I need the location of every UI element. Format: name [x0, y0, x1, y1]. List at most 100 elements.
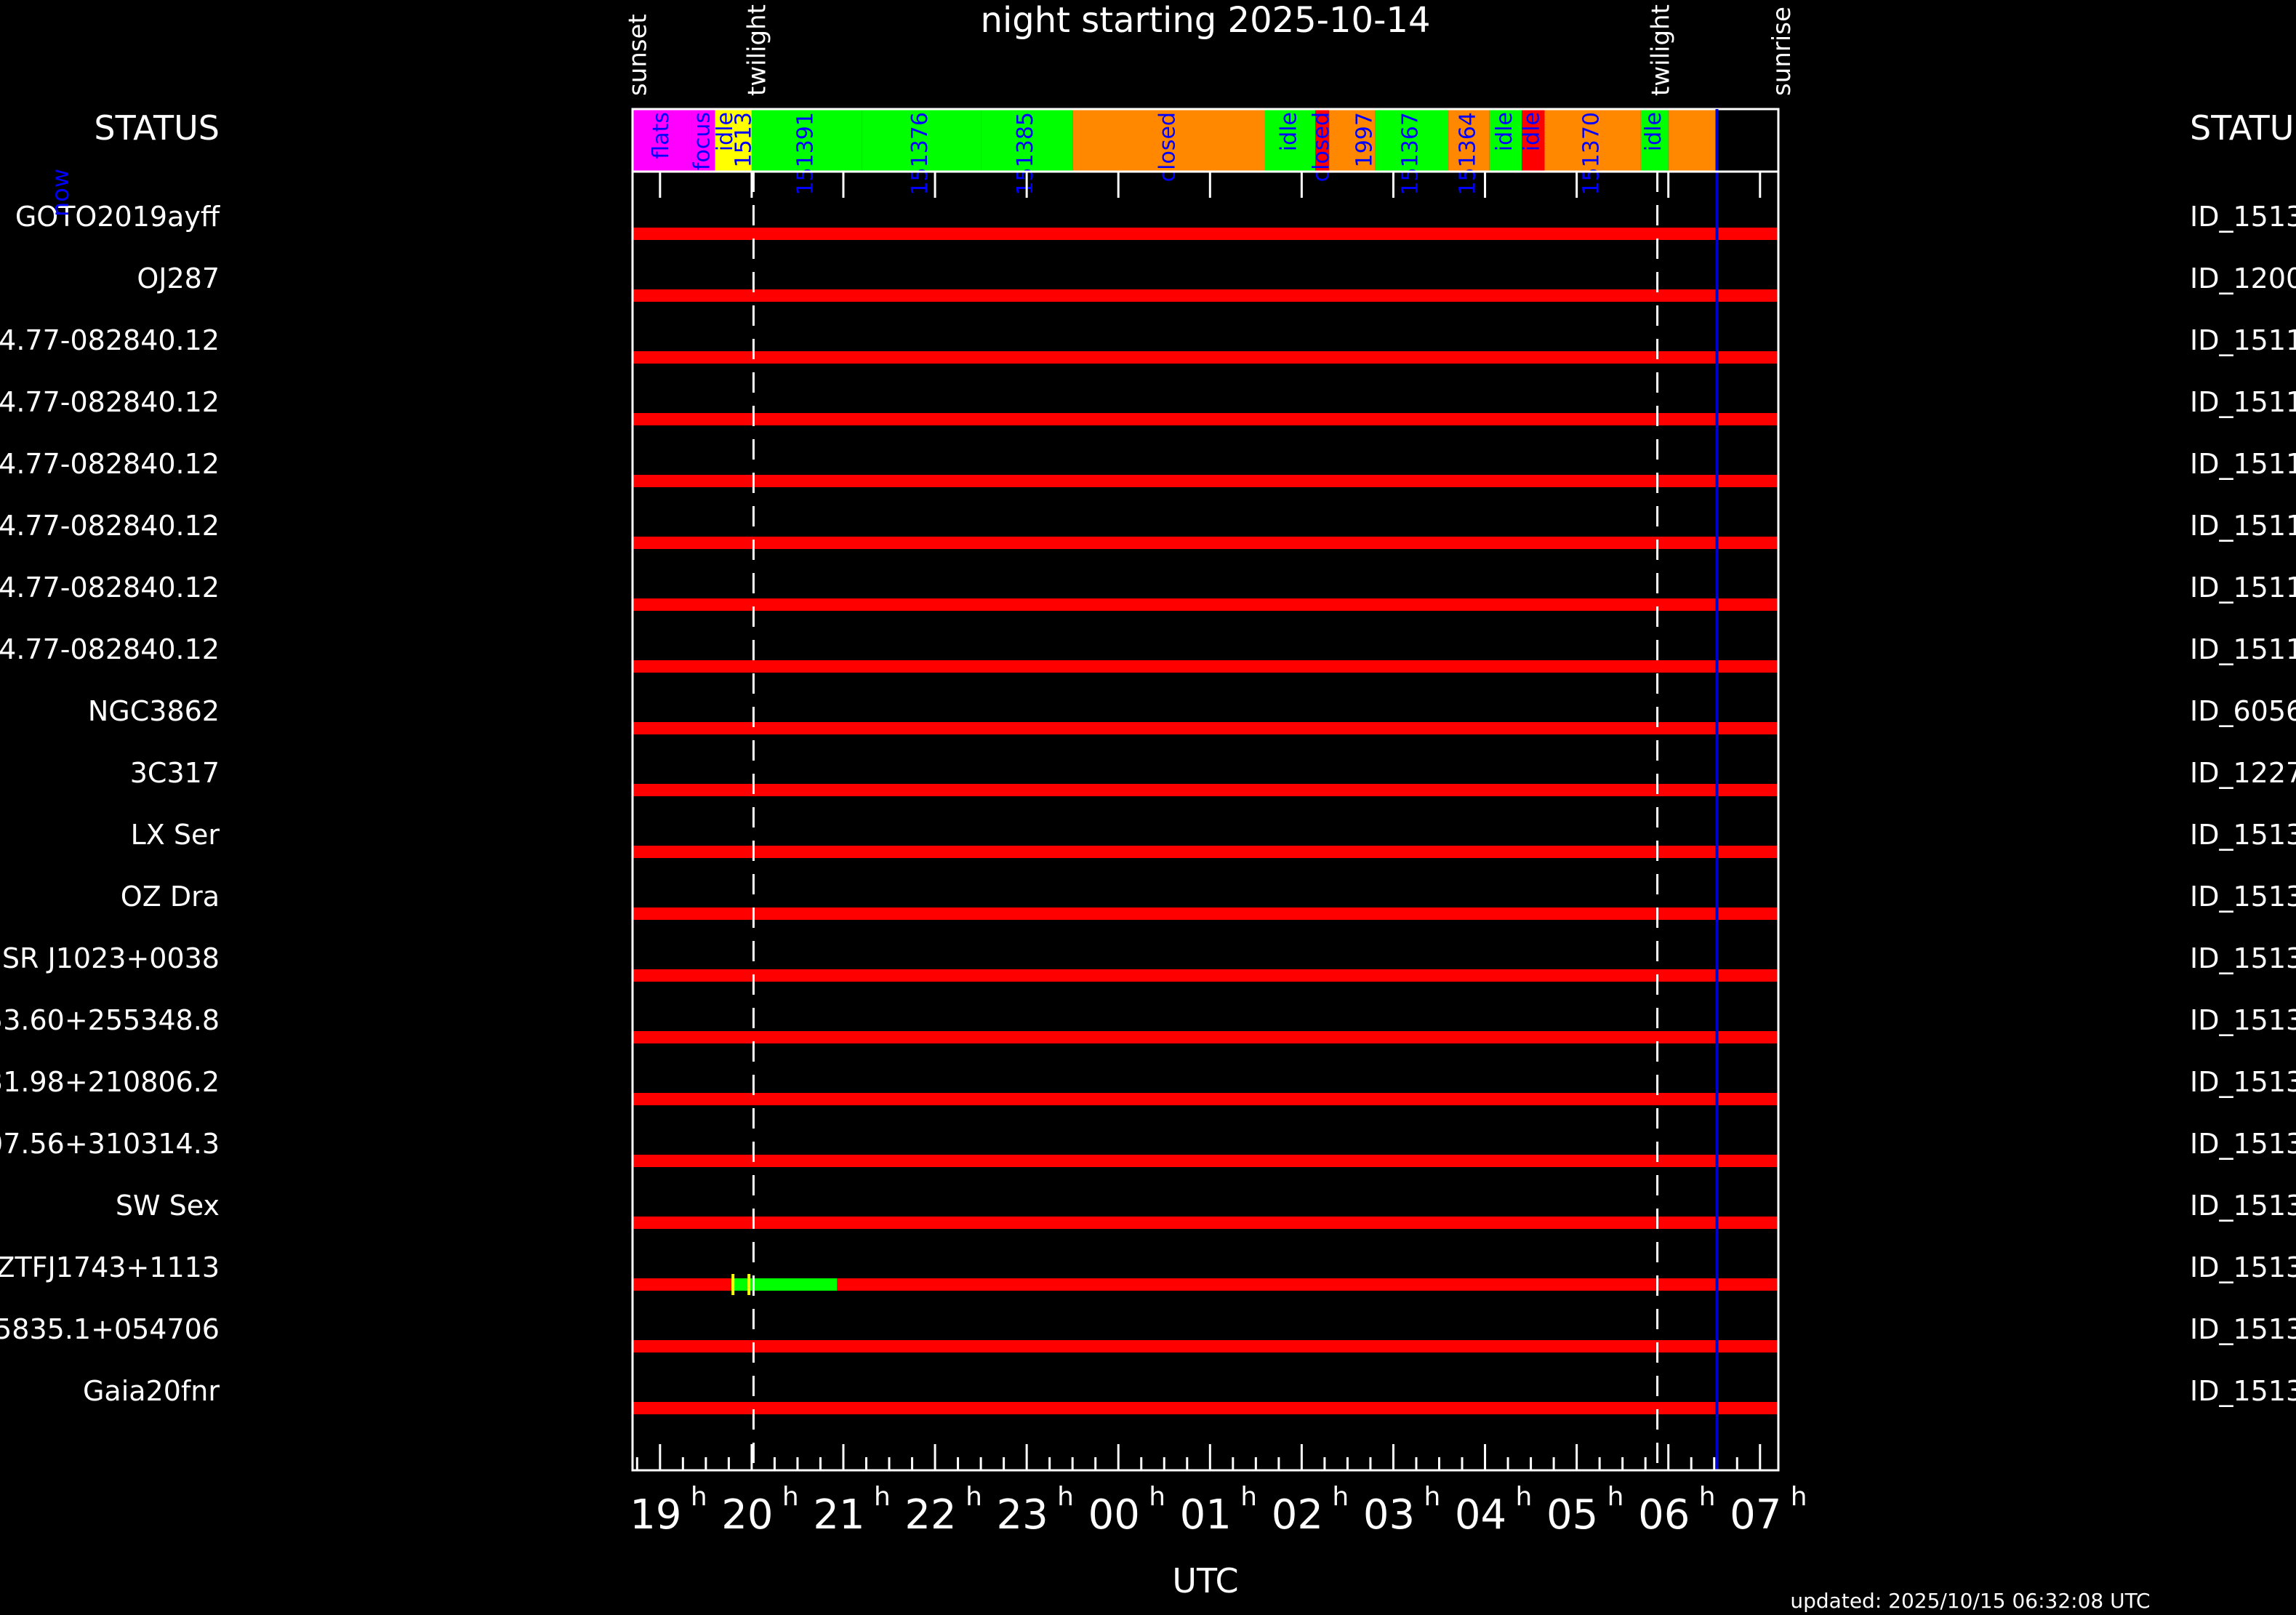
- status-segment: [691, 109, 715, 172]
- target-id: ID_1511: [2190, 386, 2296, 418]
- target-name: 4.77-082840.12: [0, 386, 220, 418]
- status-segment: [1329, 109, 1357, 172]
- target-rows: GOTO2019ayff ID_1513 OJ287 ID_1200 4.77-0828…: [0, 201, 2296, 1414]
- status-segment-label: idle: [1520, 112, 1545, 151]
- event-label: sunrise: [1767, 7, 1797, 96]
- x-tick-suffix: h: [1699, 1482, 1716, 1512]
- target-name: 4.77-082840.12: [0, 572, 220, 604]
- status-segment-label: 1997: [1352, 112, 1378, 167]
- x-tick-suffix: h: [1516, 1482, 1533, 1512]
- target-name: GOTO2019ayff: [15, 201, 220, 233]
- target-id: ID_1513: [2190, 819, 2296, 851]
- target-id: ID_1511: [2190, 324, 2296, 356]
- event-label: twilight: [742, 4, 771, 96]
- target-id: ID_1200: [2190, 263, 2296, 294]
- status-segment-label: focus: [690, 112, 715, 170]
- status-segment: [1375, 109, 1449, 172]
- target-id: ID_1511: [2190, 510, 2296, 542]
- row-bar: [633, 1155, 1778, 1167]
- x-tick-label: 23: [997, 1491, 1048, 1539]
- row-bar: [633, 1031, 1778, 1043]
- row-bar: [633, 1340, 1778, 1352]
- target-name: SW Sex: [116, 1190, 220, 1222]
- row-bar: [633, 537, 1778, 549]
- status-segment: [1668, 109, 1717, 172]
- status-segment-label: idle: [1277, 112, 1302, 151]
- x-tick-suffix: h: [1057, 1482, 1074, 1512]
- target-id: ID_1511: [2190, 572, 2296, 604]
- observation-marker: [731, 1274, 735, 1295]
- x-tick-label: 21: [813, 1491, 864, 1539]
- target-name: ZTFJ1743+1113: [0, 1251, 220, 1283]
- observation-marker: [747, 1274, 751, 1295]
- status-segment: [1521, 109, 1545, 172]
- row-bar: [633, 475, 1778, 487]
- x-tick-label: 05: [1546, 1491, 1598, 1539]
- target-id: ID_1511: [2190, 448, 2296, 480]
- target-id: ID_1513: [2190, 1066, 2296, 1098]
- status-segment: [1544, 109, 1641, 172]
- x-tick-label: 00: [1088, 1491, 1140, 1539]
- x-tick-suffix: h: [874, 1482, 891, 1512]
- target-name: 53.60+255348.8: [0, 1004, 220, 1036]
- status-segment-label: idle: [1492, 112, 1517, 151]
- x-tick-suffix: h: [691, 1482, 707, 1512]
- x-tick-suffix: h: [966, 1482, 982, 1512]
- status-right-label: STATUS: [2190, 108, 2296, 148]
- row-bar: [633, 228, 1778, 240]
- row-bar: [633, 351, 1778, 364]
- target-name: SR J1023+0038: [2, 942, 220, 974]
- status-segment-label: 151376: [907, 112, 933, 196]
- status-segment: [1264, 109, 1316, 172]
- x-tick-label: 20: [721, 1491, 773, 1539]
- target-name: 5835.1+054706: [0, 1313, 220, 1345]
- target-id: ID_1513: [2190, 201, 2296, 233]
- status-left-label: STATUS: [94, 108, 220, 148]
- target-name: OJ287: [137, 263, 220, 294]
- status-segment-label: idle: [713, 112, 738, 151]
- x-tick-suffix: h: [782, 1482, 799, 1512]
- target-name: 4.77-082840.12: [0, 510, 220, 542]
- status-segment: [1357, 109, 1376, 172]
- target-name: OZ Dra: [121, 881, 220, 913]
- status-segment-label: closed: [1155, 112, 1181, 182]
- target-id: ID_1513: [2190, 1375, 2296, 1407]
- status-segment: [1072, 109, 1265, 172]
- status-segment: [633, 109, 692, 172]
- x-tick-label: 06: [1638, 1491, 1690, 1539]
- target-id: ID_1513: [2190, 1004, 2296, 1036]
- status-segment: [715, 109, 738, 172]
- row-bar: [633, 907, 1778, 920]
- row-bar: [633, 846, 1778, 858]
- status-segment-label: flats: [649, 112, 674, 159]
- row-bar: [633, 784, 1778, 796]
- status-segment: [751, 109, 862, 172]
- target-name: LX Ser: [131, 819, 220, 851]
- row-bar: [633, 660, 1778, 673]
- status-segment-label: 151367: [1398, 112, 1424, 196]
- plot-frame: [631, 170, 1780, 1472]
- target-name: Gaia20fnr: [83, 1375, 220, 1407]
- target-name: 4.77-082840.12: [0, 324, 220, 356]
- x-tick-label: 02: [1272, 1491, 1323, 1539]
- status-segment: [1315, 109, 1330, 172]
- target-id: ID_1511: [2190, 633, 2296, 665]
- status-segment: [981, 109, 1073, 172]
- target-name: 31.98+210806.2: [0, 1066, 220, 1098]
- row-bar: [633, 598, 1778, 611]
- status-segment-label: 151364: [1455, 112, 1480, 196]
- x-tick-suffix: h: [1332, 1482, 1349, 1512]
- status-segment-label: 151391: [793, 112, 819, 196]
- x-axis: 19 h 20 h 21 h 22 h 23 h 00 h 01 h 02 h 03 h 04 h 05 h 06 h 07 h: [630, 170, 1807, 1539]
- status-segment: [1489, 109, 1522, 172]
- target-id: ID_1513: [2190, 1313, 2296, 1345]
- x-tick-label: 19: [630, 1491, 681, 1539]
- row-bar: [633, 289, 1778, 302]
- target-id: ID_1227: [2190, 757, 2296, 789]
- row-bar: [633, 969, 1778, 982]
- target-name: 4.77-082840.12: [0, 633, 220, 665]
- target-name: NGC3862: [88, 695, 220, 727]
- status-segment-label: 151370: [1579, 112, 1605, 196]
